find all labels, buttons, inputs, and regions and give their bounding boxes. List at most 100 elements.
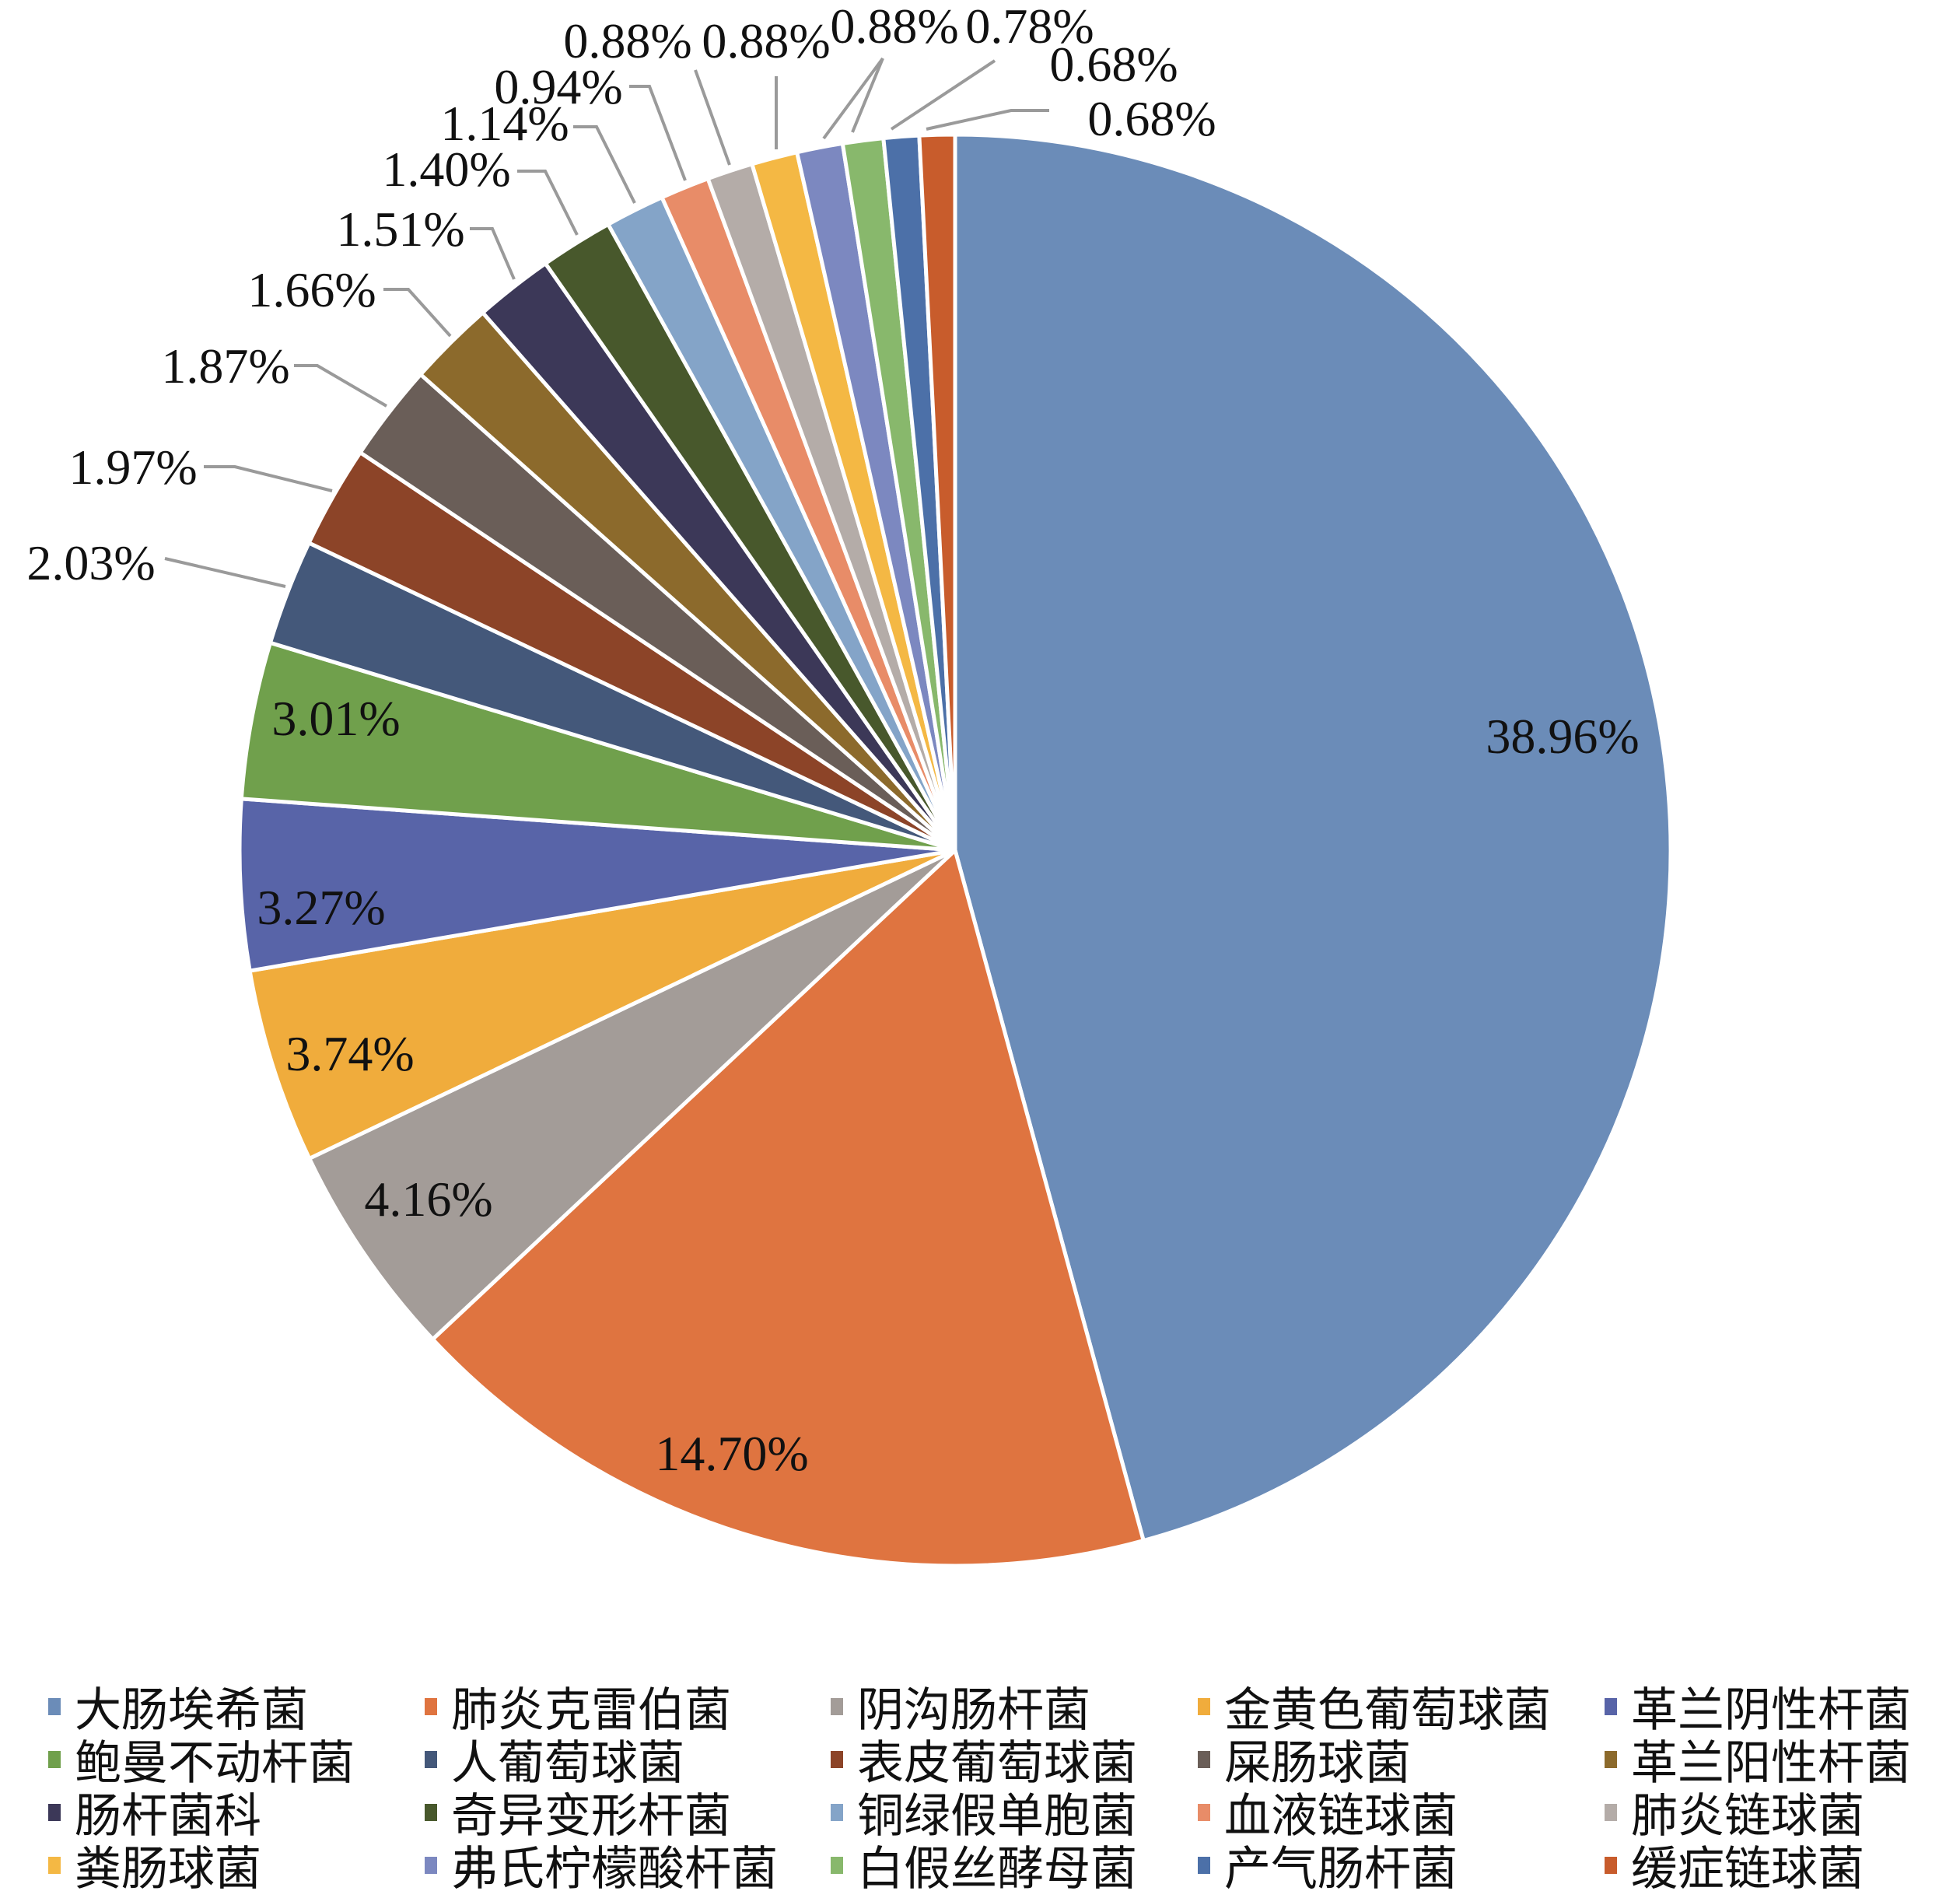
leader-line-19: [926, 109, 1049, 131]
legend-label: 肺炎链球菌: [1631, 1789, 1864, 1844]
legend-item-2: 阴沟肠杆菌: [831, 1672, 1090, 1740]
legend-item-18: 产气肠杆菌: [1198, 1831, 1458, 1891]
pie-slice-5: [239, 640, 956, 853]
legend-swatch: [1605, 1750, 1617, 1768]
leader-line-10: [470, 227, 516, 280]
data-label-15: 0.88%: [702, 13, 830, 68]
legend-label: 大肠埃希菌: [75, 1683, 308, 1738]
legend-label: 革兰阳性杆菌: [1631, 1736, 1911, 1791]
legend-label: 粪肠球菌: [75, 1842, 261, 1891]
legend-item-13: 血液链球菌: [1198, 1778, 1458, 1846]
data-label-16: 0.88%: [830, 0, 958, 54]
legend-item-14: 肺炎链球菌: [1605, 1778, 1864, 1846]
legend-label: 肠杆菌科: [75, 1789, 261, 1844]
leader-line-9: [383, 288, 452, 338]
leader-line-6: [164, 557, 286, 588]
legend-item-3: 金黄色葡萄球菌: [1198, 1672, 1551, 1740]
legend-swatch: [831, 1856, 843, 1874]
legend-label: 血液链球菌: [1224, 1789, 1458, 1844]
data-label-9: 1.66%: [247, 262, 376, 317]
legend-swatch: [425, 1697, 437, 1715]
pie-slice-19: [917, 132, 957, 851]
legend-label: 革兰阴性杆菌: [1631, 1683, 1911, 1738]
leader-line-12: [573, 125, 636, 204]
legend-item-12: 铜绿假单胞菌: [831, 1778, 1137, 1846]
legend-swatch: [1198, 1750, 1210, 1768]
chart-legend: 大肠埃希菌 肺炎克雷伯菌 阴沟肠杆菌 金黄色葡萄球菌 革兰阴性杆菌鲍曼不动杆菌 人葡萄球菌…: [0, 1672, 1960, 1891]
legend-swatch: [831, 1750, 843, 1768]
data-label-18: 0.68%: [1049, 37, 1178, 92]
legend-item-1: 肺炎克雷伯菌: [425, 1672, 731, 1740]
legend-label: 人葡萄球菌: [451, 1736, 684, 1791]
legend-swatch: [1605, 1856, 1617, 1874]
legend-label: 铜绿假单胞菌: [857, 1789, 1137, 1844]
data-label-4: 3.27%: [257, 880, 385, 935]
leader-line-11: [517, 170, 579, 236]
legend-label: 弗氏柠檬酸杆菌: [451, 1842, 778, 1891]
data-label-14: 0.88%: [563, 13, 691, 68]
data-label-11: 1.40%: [382, 142, 510, 197]
data-label-12: 1.14%: [440, 96, 569, 151]
legend-swatch: [1605, 1803, 1617, 1821]
legend-swatch: [425, 1803, 437, 1821]
legend-label: 缓症链球菌: [1631, 1842, 1864, 1891]
pie-slice-0: [953, 132, 1673, 1543]
legend-label: 奇异变形杆菌: [451, 1789, 731, 1844]
legend-swatch: [831, 1803, 843, 1821]
legend-label: 阴沟肠杆菌: [857, 1683, 1090, 1738]
legend-item-5: 鲍曼不动杆菌: [48, 1725, 355, 1793]
data-label-19: 0.68%: [1087, 91, 1216, 146]
legend-swatch: [1198, 1803, 1210, 1821]
legend-item-4: 革兰阴性杆菌: [1605, 1672, 1911, 1740]
data-label-6: 2.03%: [26, 535, 155, 590]
data-label-7: 1.97%: [68, 439, 197, 495]
legend-swatch: [48, 1697, 61, 1715]
legend-label: 表皮葡萄球菌: [857, 1736, 1137, 1791]
legend-label: 肺炎克雷伯菌: [451, 1683, 731, 1738]
data-label-13: 0.94%: [494, 59, 622, 114]
legend-swatch: [48, 1803, 61, 1821]
leader-line-18: [890, 59, 996, 131]
data-label-10: 1.51%: [336, 201, 464, 257]
data-label-2: 4.16%: [364, 1171, 492, 1227]
legend-label: 鲍曼不动杆菌: [75, 1736, 355, 1791]
legend-item-9: 革兰阳性杆菌: [1605, 1725, 1911, 1793]
leader-line-7: [204, 465, 333, 492]
legend-swatch: [425, 1750, 437, 1768]
legend-label: 白假丝酵母菌: [857, 1842, 1137, 1891]
data-label-1: 14.70%: [655, 1426, 808, 1481]
legend-item-16: 弗氏柠檬酸杆菌: [425, 1831, 778, 1891]
legend-label: 金黄色葡萄球菌: [1224, 1683, 1551, 1738]
legend-swatch: [48, 1856, 61, 1874]
legend-swatch: [1605, 1697, 1617, 1715]
pie-slice-2: [306, 848, 957, 1343]
pie-slice-3: [247, 848, 957, 1161]
data-label-0: 38.96%: [1486, 709, 1639, 764]
leader-line-8: [294, 364, 388, 408]
pie-slice-4: [237, 797, 956, 973]
leader-line-16: [822, 57, 884, 140]
legend-item-10: 肠杆菌科: [48, 1778, 261, 1846]
leader-line-14: [694, 69, 731, 166]
data-label-5: 3.01%: [271, 691, 400, 746]
leader-line-13: [629, 85, 687, 181]
data-label-8: 1.87%: [161, 338, 289, 394]
legend-label: 产气肠杆菌: [1224, 1842, 1458, 1891]
legend-item-0: 大肠埃希菌: [48, 1672, 308, 1740]
legend-item-15: 粪肠球菌: [48, 1831, 261, 1891]
data-label-17: 0.78%: [965, 0, 1094, 54]
legend-item-7: 表皮葡萄球菌: [831, 1725, 1137, 1793]
legend-item-6: 人葡萄球菌: [425, 1725, 684, 1793]
legend-item-11: 奇异变形杆菌: [425, 1778, 731, 1846]
legend-swatch: [1198, 1856, 1210, 1874]
legend-item-19: 缓症链球菌: [1605, 1831, 1864, 1891]
legend-swatch: [1198, 1697, 1210, 1715]
legend-swatch: [48, 1750, 61, 1768]
leader-line-17: [851, 58, 884, 133]
legend-item-8: 屎肠球菌: [1198, 1725, 1411, 1793]
legend-swatch: [425, 1856, 437, 1874]
legend-swatch: [831, 1697, 843, 1715]
pie-slice-1: [429, 846, 1146, 1568]
data-label-3: 3.74%: [285, 1026, 414, 1081]
